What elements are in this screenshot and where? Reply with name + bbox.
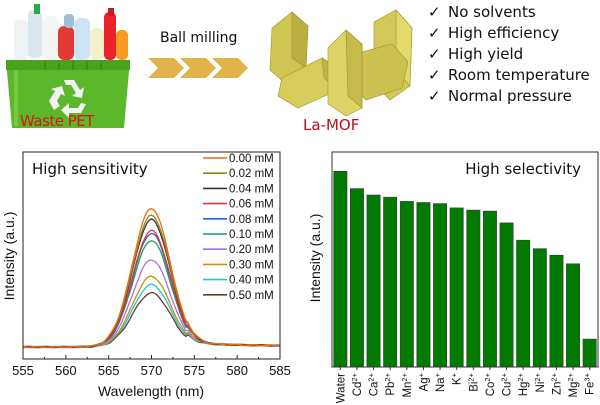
bar-na — [433, 203, 447, 368]
selectivity-bar-chart: Water Cd2+Ca2+Pb2+Mn2+Ag+Na+K+Bi2+Co2+Cu2… — [307, 151, 599, 403]
check-icon: ✓ — [428, 45, 441, 63]
feature-item: ✓ High yield — [428, 44, 590, 65]
sensitivity-spectra-chart: 555 560 565 570 575 580 585 High sensitivity W… — [1, 151, 291, 399]
legend-label: 0.20 mM — [229, 244, 274, 256]
x-tick-label: Pb2+ — [383, 372, 397, 395]
chart-title: High sensitivity — [32, 160, 148, 178]
feature-item: ✓ No solvents — [428, 2, 590, 23]
x-tick-label: Hg2+ — [516, 372, 530, 396]
bar-hg — [516, 239, 531, 368]
la-mof-crystals-illustration — [269, 9, 413, 116]
x-tick-label: 555 — [12, 363, 34, 378]
x-tick-label: Co2+ — [483, 372, 497, 396]
waste-pet-label: Waste PET — [20, 112, 94, 130]
x-tick-label: Fe3+ — [583, 372, 597, 395]
legend-label: 0.40 mM — [229, 275, 274, 287]
legend-label: 0.08 mM — [229, 214, 274, 226]
x-tick-label: 570 — [141, 363, 163, 378]
legend-label: 0.00 mM — [229, 153, 274, 165]
bar-pb — [383, 196, 398, 368]
y-axis-label: Intensity (a.u.) — [307, 214, 323, 303]
feature-label: High efficiency — [448, 24, 560, 42]
bar-zn — [549, 254, 564, 368]
x-tick-label: Water — [335, 373, 347, 403]
x-tick-label: Cu2+ — [500, 372, 514, 396]
x-tick-label: 585 — [269, 363, 291, 378]
feature-item: ✓ High efficiency — [428, 23, 590, 44]
x-tick-label: 580 — [226, 363, 248, 378]
x-tick-label: Ag+ — [416, 372, 430, 391]
chevron-arrow-2 — [180, 58, 216, 78]
x-tick-label: 575 — [183, 363, 205, 378]
chevron-arrows-icon — [148, 58, 248, 78]
legend-label: 0.10 mM — [229, 229, 274, 241]
waste-pet-bin-illustration — [6, 4, 130, 128]
x-tick-label: K+ — [450, 372, 464, 385]
feature-label: No solvents — [448, 3, 536, 21]
legend-label: 0.02 mM — [229, 168, 274, 180]
bin-body — [6, 60, 130, 128]
bar-ni — [532, 248, 547, 368]
x-tick-label: Ni2+ — [533, 372, 547, 392]
x-axis-label: Wavelength (nm) — [98, 383, 204, 399]
x-axis-ticks: 555 560 565 570 575 580 585 — [12, 355, 291, 378]
spectrum-line-020 — [22, 259, 280, 349]
spectra-lines — [22, 208, 281, 349]
x-tick-label: 565 — [98, 363, 120, 378]
x-tick-label: Na+ — [433, 372, 447, 392]
bars — [333, 170, 597, 368]
feature-label: Normal pressure — [448, 87, 572, 105]
spectrum-line-030 — [22, 275, 281, 349]
chevron-arrow-1 — [148, 58, 184, 78]
feature-list: ✓ No solvents ✓ High efficiency ✓ High yiel… — [428, 2, 590, 107]
check-icon: ✓ — [428, 24, 441, 42]
bar-bi — [466, 209, 481, 368]
la-mof-label: La-MOF — [303, 116, 360, 134]
legend-label: 0.50 mM — [229, 290, 274, 302]
y-axis-label: Intensity (a.u.) — [1, 212, 17, 301]
x-tick-label: Bi2+ — [466, 372, 480, 391]
feature-item: ✓ Normal pressure — [428, 86, 590, 107]
bar-ag — [416, 202, 431, 368]
x-axis-labels: Water Cd2+Ca2+Pb2+Mn2+Ag+Na+K+Bi2+Co2+Cu2… — [335, 367, 597, 403]
bar-ca — [366, 194, 381, 368]
feature-label: High yield — [448, 45, 524, 63]
legend: 0.00 mM 0.02 mM 0.04 mM 0.06 mM 0.08 mM 0.10 … — [203, 153, 274, 302]
x-tick-label: Ca2+ — [367, 372, 381, 396]
bar-cd — [349, 188, 364, 368]
chevron-arrow-3 — [212, 58, 248, 78]
x-tick-label: Zn2+ — [549, 372, 563, 395]
bar-cu — [499, 222, 514, 368]
x-tick-label: Mn2+ — [400, 372, 414, 397]
check-icon: ✓ — [428, 3, 441, 21]
ball-milling-label: Ball milling — [160, 30, 238, 46]
legend-label: 0.06 mM — [229, 199, 274, 211]
chart-title: High selectivity — [465, 160, 581, 178]
check-icon: ✓ — [428, 66, 441, 84]
bar-co — [483, 210, 497, 368]
x-tick-label: 560 — [55, 363, 77, 378]
feature-label: Room temperature — [448, 66, 590, 84]
x-tick-label: Mg2+ — [566, 372, 580, 397]
spectrum-line-000 — [22, 208, 281, 349]
plot-frame — [331, 151, 599, 368]
feature-item: ✓ Room temperature — [428, 65, 590, 86]
x-tick-label: Cd2+ — [350, 372, 364, 396]
bar-mn — [399, 201, 414, 368]
bar-water — [333, 170, 348, 368]
plastic-bottles — [14, 4, 128, 60]
bar-mg — [566, 263, 580, 368]
bar-fe — [582, 338, 597, 368]
legend-label: 0.04 mM — [229, 183, 274, 195]
legend-label: 0.30 mM — [229, 259, 274, 271]
bar-k — [449, 207, 464, 368]
check-icon: ✓ — [428, 87, 441, 105]
recycle-icon — [49, 80, 86, 118]
